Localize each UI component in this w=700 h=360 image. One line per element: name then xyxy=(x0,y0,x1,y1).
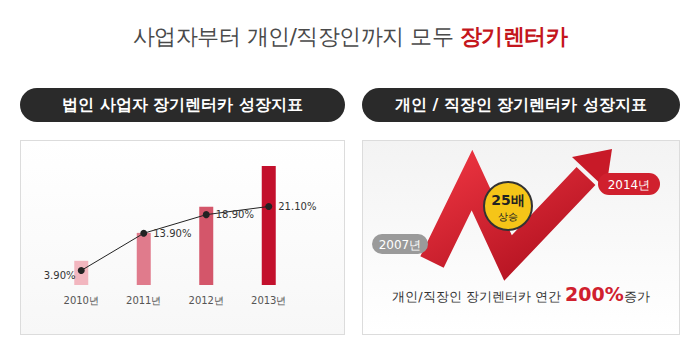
svg-text:2010년: 2010년 xyxy=(64,295,99,306)
svg-text:2011년: 2011년 xyxy=(126,295,161,306)
html-text:개인 / 직장인 장기렌터카 성장지표: 개인 / 직장인 장기렌터카 성장지표 xyxy=(394,95,648,114)
html-text:법인 사업자 장기렌터카 성장지표: 법인 사업자 장기렌터카 성장지표 xyxy=(62,95,303,114)
svg-text:13.90%: 13.90% xyxy=(153,228,191,239)
svg-text:2012년: 2012년 xyxy=(189,295,224,306)
svg-text:개인/직장인 장기렌터카 연간 200%증가: 개인/직장인 장기렌터카 연간 200%증가 xyxy=(392,283,649,305)
svg-text:18.90%: 18.90% xyxy=(216,209,254,220)
svg-text:21.10%: 21.10% xyxy=(278,201,316,212)
svg-text:25배: 25배 xyxy=(491,192,524,208)
svg-text:3.90%: 3.90% xyxy=(44,270,76,281)
svg-text:상승: 상승 xyxy=(498,211,518,222)
html-text:사업자부터 개인/직장인까지 모두장기렌터카: 사업자부터 개인/직장인까지 모두장기렌터카 xyxy=(132,24,568,49)
svg-text:2014년: 2014년 xyxy=(608,178,651,192)
svg-text:2007년: 2007년 xyxy=(379,238,422,252)
svg-text:2013년: 2013년 xyxy=(251,295,286,306)
